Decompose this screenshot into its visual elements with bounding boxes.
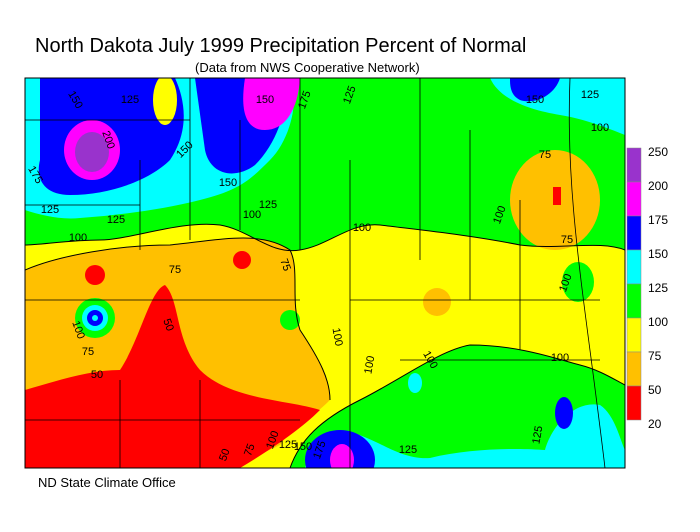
legend-swatch — [626, 147, 642, 183]
contour-label: 200 — [99, 129, 117, 150]
contour-label: 125 — [581, 89, 599, 101]
region — [305, 404, 625, 468]
contour-label: 100 — [362, 355, 377, 375]
county-lines — [25, 78, 606, 468]
contour-label: 100 — [551, 352, 569, 364]
contour-label: 175 — [311, 439, 329, 460]
region — [75, 132, 109, 172]
legend-swatch — [626, 283, 642, 319]
region — [408, 373, 422, 393]
contour-label: 125 — [341, 84, 359, 105]
legend-label: 200 — [648, 179, 668, 193]
contour-label: 75 — [277, 257, 292, 273]
region — [153, 78, 177, 125]
legend-label: 250 — [648, 145, 668, 159]
legend-swatch — [626, 215, 642, 251]
legend: 250 200 175 150 125 100 75 50 20 — [626, 145, 668, 431]
legend-label: 125 — [648, 281, 668, 295]
region — [290, 345, 625, 468]
contour-label: 100 — [591, 122, 609, 134]
subtitle: (Data from NWS Cooperative Network) — [195, 60, 420, 75]
region — [562, 262, 594, 302]
contour-label: 125 — [399, 444, 417, 456]
contour-label: 150 — [256, 94, 274, 106]
contour-label: 100 — [330, 327, 345, 347]
contour-label: 150 — [294, 441, 312, 453]
contour-label: 75 — [539, 149, 551, 161]
map-border — [24, 77, 626, 469]
contour-label: 50 — [217, 447, 232, 463]
region — [510, 78, 560, 102]
contour-label: 125 — [259, 199, 277, 211]
contour-label: 150 — [526, 94, 544, 106]
legend-swatch — [626, 181, 642, 217]
contour-label: 100 — [69, 232, 87, 244]
legend-label: 175 — [648, 213, 668, 227]
contour-label: 50 — [160, 317, 175, 333]
footer: ND State Climate Office — [38, 475, 176, 490]
region — [555, 397, 573, 429]
legend-swatch — [626, 249, 642, 285]
region — [233, 251, 251, 269]
region — [423, 288, 451, 316]
legend-swatch — [626, 317, 642, 353]
legend-label: 75 — [648, 349, 662, 363]
contour-label: 125 — [279, 439, 297, 451]
contour-label: 100 — [243, 209, 261, 221]
legend-swatch — [626, 351, 642, 387]
contour-label: 75 — [561, 234, 573, 246]
contour-label: 175 — [296, 89, 314, 110]
region — [553, 187, 561, 205]
contour-label: 50 — [91, 369, 103, 381]
map-area — [25, 78, 625, 468]
region — [243, 78, 300, 130]
legend-label: 20 — [648, 417, 662, 431]
region — [280, 310, 300, 330]
legend-label: 100 — [648, 315, 668, 329]
title: North Dakota July 1999 Precipitation Per… — [35, 35, 526, 57]
contour-label: 150 — [219, 177, 237, 189]
contour-lines — [25, 223, 625, 468]
contour-label: 100 — [264, 429, 282, 450]
contour-label: 100 — [491, 204, 509, 225]
legend-label: 50 — [648, 383, 662, 397]
region — [92, 315, 98, 321]
contour-label: 100 — [353, 222, 371, 234]
legend-swatch — [626, 385, 642, 421]
contour-label: 100 — [69, 319, 87, 340]
contour-label: 75 — [82, 346, 94, 358]
region — [330, 444, 354, 468]
region — [85, 265, 105, 285]
contour-label: 75 — [242, 442, 257, 458]
contour-label: 125 — [530, 425, 545, 445]
contour-label: 125 — [107, 214, 125, 226]
contour-label: 125 — [41, 204, 59, 216]
contour-label: 125 — [121, 94, 139, 106]
region — [25, 285, 320, 468]
legend-label: 150 — [648, 247, 668, 261]
contour-label: 75 — [169, 264, 181, 276]
contour-label: 100 — [557, 272, 575, 293]
